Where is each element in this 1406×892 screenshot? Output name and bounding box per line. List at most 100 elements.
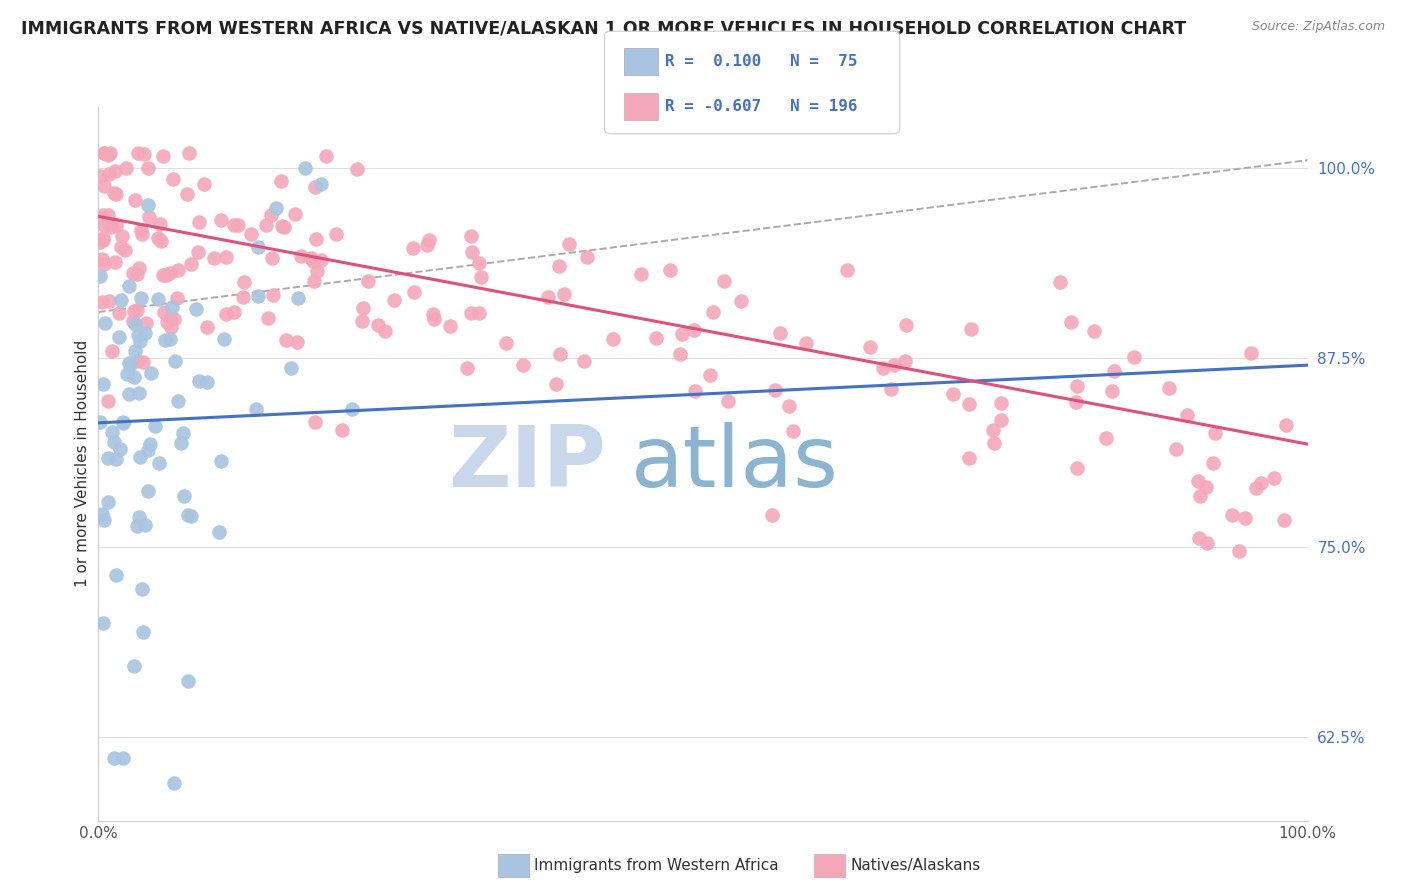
Point [1227,544,1250,558]
Point [111,228,134,243]
Point [280,361,302,376]
Point [1066,379,1088,393]
Point [104,163,127,178]
Point [148,456,170,470]
Point [131,582,153,596]
Point [222,305,245,319]
Point [224,218,246,232]
Point [416,238,439,252]
Point [180,256,202,270]
Point [730,293,752,308]
Point [160,320,183,334]
Point [883,359,905,373]
Point [91,233,114,247]
Point [1244,481,1267,495]
Point [659,263,682,277]
Point [342,401,364,416]
Point [121,314,143,328]
Point [159,266,181,280]
Point [129,334,152,348]
Point [98,217,121,231]
Point [1220,508,1243,523]
Point [495,335,517,350]
Point [1066,461,1088,475]
Point [254,219,277,233]
Point [273,219,295,234]
Point [1060,315,1083,329]
Point [460,229,482,244]
Point [374,325,396,339]
Point [352,301,374,315]
Point [990,412,1012,426]
Point [187,244,209,259]
Point [270,219,292,233]
Point [131,227,153,242]
Point [1064,395,1087,409]
Point [461,244,484,259]
Point [356,274,378,288]
Point [294,161,316,175]
Point [125,518,148,533]
Point [100,220,122,235]
Point [122,659,145,673]
Point [118,356,141,370]
Point [575,250,598,264]
Point [239,227,262,241]
Point [172,425,194,440]
Point [193,177,215,191]
Point [93,145,115,160]
Point [761,508,783,522]
Point [163,775,186,789]
Point [957,396,980,410]
Point [763,383,786,397]
Point [284,207,307,221]
Point [262,252,284,266]
Point [456,360,478,375]
Point [124,193,146,207]
Point [794,336,817,351]
Point [602,332,624,346]
Point [89,169,111,183]
Point [108,330,131,344]
Point [880,382,903,396]
Point [209,454,232,468]
Point [325,227,347,242]
Point [124,304,146,318]
Point [439,319,461,334]
Point [103,751,125,765]
Point [160,300,183,314]
Point [942,386,965,401]
Point [134,326,156,340]
Point [1240,346,1263,360]
Point [134,518,156,533]
Point [111,415,134,429]
Point [152,268,174,282]
Point [1083,324,1105,338]
Text: R =  0.100   N =  75: R = 0.100 N = 75 [665,54,858,69]
Point [110,293,132,308]
Point [180,509,202,524]
Point [97,393,120,408]
Point [467,256,489,270]
Point [553,286,575,301]
Point [1197,536,1219,550]
Point [163,354,186,368]
Point [981,423,1004,437]
Y-axis label: 1 or more Vehicles in Household: 1 or more Vehicles in Household [75,340,90,588]
Point [1049,275,1071,289]
Point [1189,489,1212,503]
Point [835,262,858,277]
Point [163,311,186,326]
Point [97,208,120,222]
Point [128,386,150,401]
Point [104,218,127,232]
Point [957,451,980,466]
Point [1187,475,1209,489]
Point [90,252,112,266]
Point [93,145,115,160]
Point [894,318,917,333]
Point [176,186,198,201]
Point [346,161,368,176]
Point [136,483,159,498]
Text: Source: ZipAtlas.com: Source: ZipAtlas.com [1251,20,1385,33]
